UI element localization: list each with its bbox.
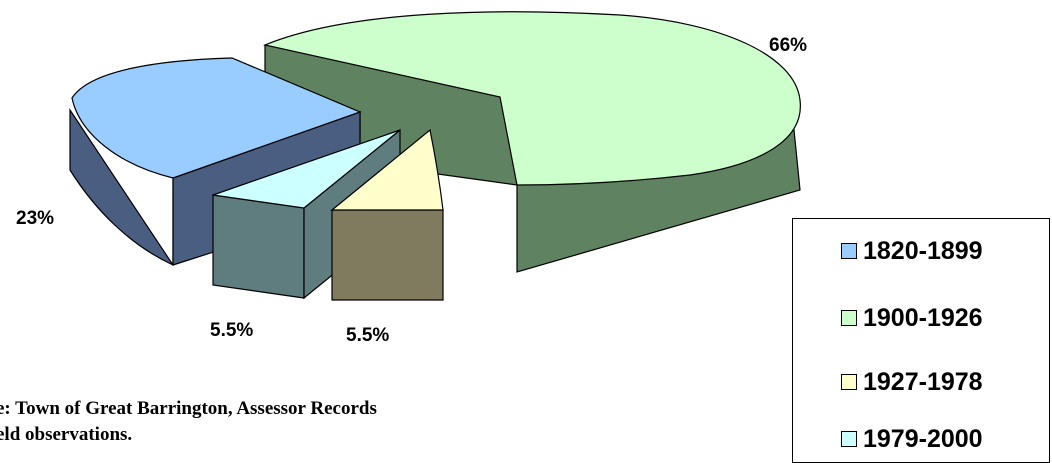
slice-1927-1978 — [330, 128, 444, 301]
slice-1820-1899-top — [71, 57, 362, 179]
source-note-line-1: e: Town of Great Barrington, Assessor Re… — [0, 398, 377, 419]
source-note-line-2: eld observations. — [0, 424, 133, 445]
data-label-66: 66% — [769, 35, 807, 56]
legend-label-1979-2000: 1979-2000 — [863, 424, 983, 453]
slice-1979-2000-top — [212, 129, 401, 209]
legend-label-1927-1978: 1927-1978 — [863, 367, 983, 396]
slice-1900-1926 — [263, 11, 801, 273]
slice-1927-1978-side — [331, 209, 444, 301]
legend-label-1820-1899: 1820-1899 — [863, 236, 983, 265]
legend: 1820-1899 1900-1926 1927-1978 1979-2000 — [792, 218, 1050, 463]
legend-swatch-1820-1899 — [841, 243, 857, 259]
data-label-5-5-a: 5.5% — [210, 320, 253, 341]
legend-swatch-1900-1926 — [841, 310, 857, 326]
legend-item-1927-1978: 1927-1978 — [841, 367, 983, 397]
legend-label-1900-1926: 1900-1926 — [863, 303, 983, 332]
legend-swatch-1927-1978 — [841, 374, 857, 390]
slice-1979-2000-side — [212, 194, 305, 299]
legend-item-1900-1926: 1900-1926 — [841, 303, 983, 333]
slice-1927-1978-top — [330, 128, 444, 211]
slice-1900-1926-top — [263, 11, 801, 186]
legend-swatch-1979-2000 — [841, 431, 857, 447]
legend-item-1820-1899: 1820-1899 — [841, 236, 983, 266]
data-label-23: 23% — [16, 208, 54, 229]
data-label-5-5-b: 5.5% — [346, 325, 389, 346]
legend-item-1979-2000: 1979-2000 — [841, 424, 983, 454]
